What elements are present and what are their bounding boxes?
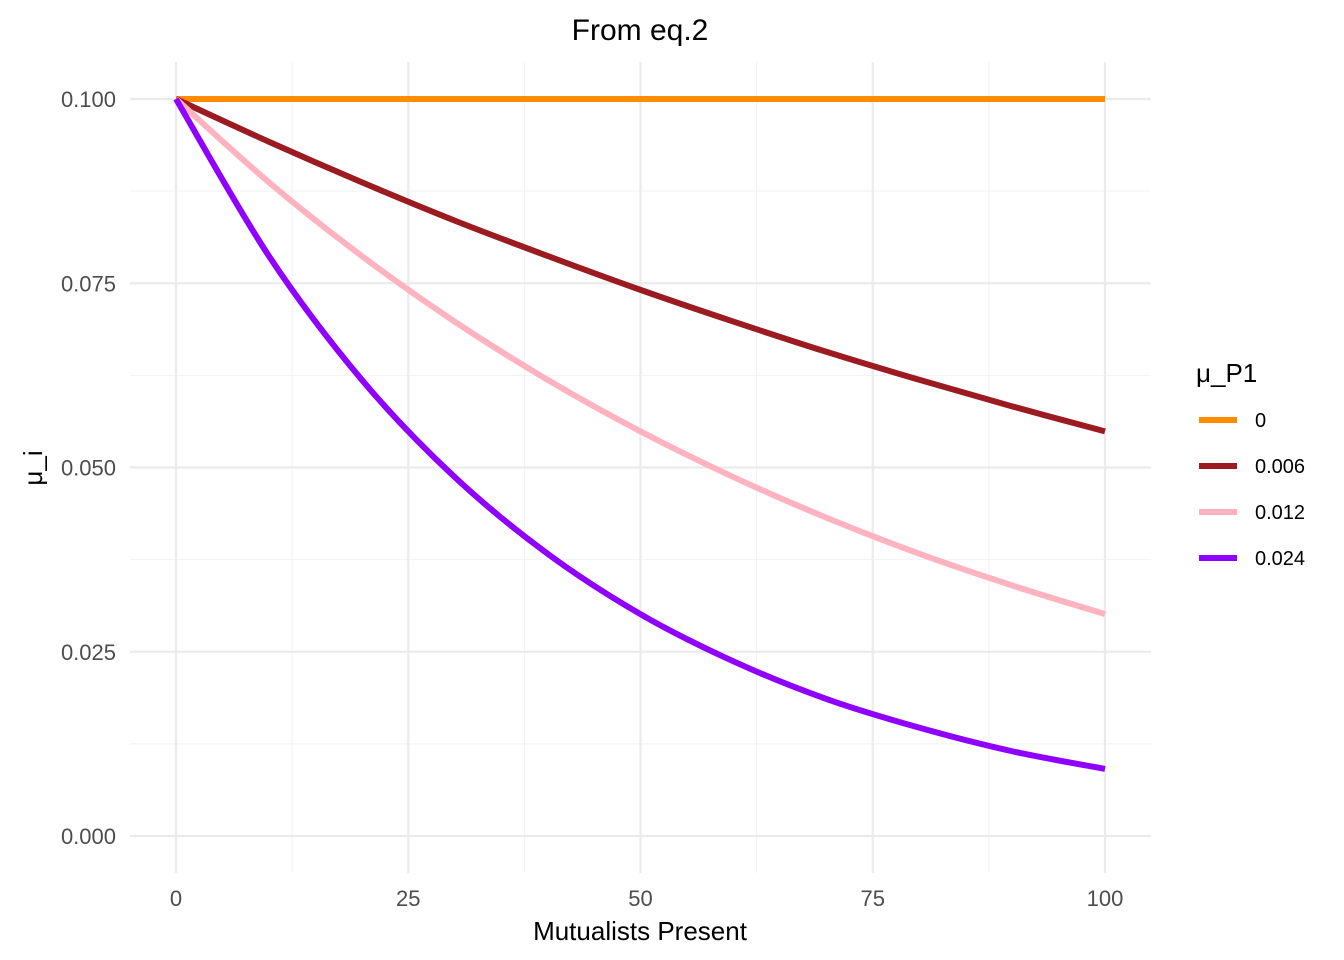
- y-tick-label: 0.050: [61, 456, 116, 481]
- y-tick-label: 0.100: [61, 87, 116, 112]
- tick-labels: 0 25 50 75 100 0.000 0.025 0.050 0.075 0.100: [61, 87, 1123, 911]
- x-tick-label: 50: [628, 886, 652, 911]
- x-tick-label: 0: [170, 886, 182, 911]
- series-lines: [173, 95, 1106, 772]
- grid-lines: [130, 62, 1151, 873]
- x-tick-label: 25: [396, 886, 420, 911]
- series-line-1: [174, 96, 1106, 435]
- legend-label-2: 0.012: [1255, 502, 1305, 524]
- legend-label-0: 0: [1255, 410, 1266, 432]
- legend-label-1: 0.006: [1255, 456, 1305, 478]
- series-line-2: [173, 96, 1106, 618]
- y-tick-label: 0.025: [61, 640, 116, 665]
- y-axis-title: μ_i: [18, 450, 48, 485]
- chart-title: From eq.2: [572, 14, 709, 47]
- x-tick-label: 100: [1087, 886, 1124, 911]
- legend: μ_P1 0 0.006 0.012 0.024: [1196, 358, 1305, 570]
- series-line-3: [173, 97, 1106, 772]
- x-axis-title: Mutualists Present: [533, 916, 748, 946]
- legend-label-3: 0.024: [1255, 548, 1305, 570]
- legend-title: μ_P1: [1196, 358, 1257, 388]
- y-tick-label: 0.075: [61, 271, 116, 296]
- y-tick-label: 0.000: [61, 824, 116, 849]
- x-tick-label: 75: [861, 886, 885, 911]
